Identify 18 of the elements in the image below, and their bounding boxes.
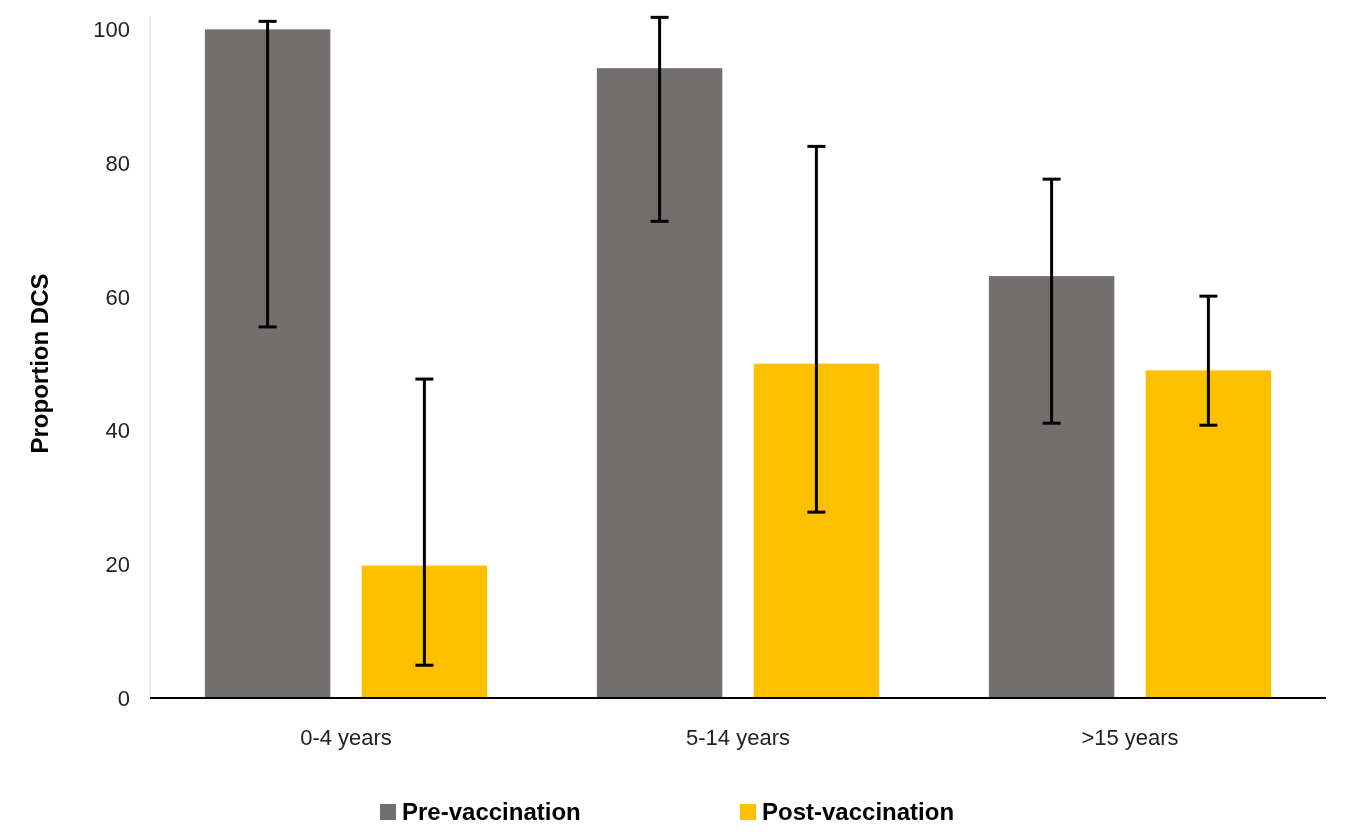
x-tick-label: >15 years (1081, 725, 1179, 750)
y-tick-label: 100 (93, 17, 130, 43)
y-tick-label: 60 (105, 284, 130, 310)
x-tick-label: 5-14 years (686, 725, 790, 750)
y-tick-label: 20 (105, 551, 130, 577)
y-tick-label: 40 (105, 418, 130, 444)
bar (596, 68, 723, 698)
x-tick-label: 0-4 years (300, 725, 392, 750)
bar (1145, 370, 1272, 698)
y-axis-title: Proportion DCS (26, 273, 53, 454)
bar (988, 276, 1115, 698)
y-tick-label: 80 (105, 150, 130, 176)
y-tick-label: 0 (117, 685, 130, 711)
bar (204, 29, 331, 698)
legend-label: Pre-vaccination (402, 798, 581, 825)
bar (361, 565, 488, 698)
bar (753, 363, 880, 698)
legend-label: Post-vaccination (762, 798, 955, 825)
